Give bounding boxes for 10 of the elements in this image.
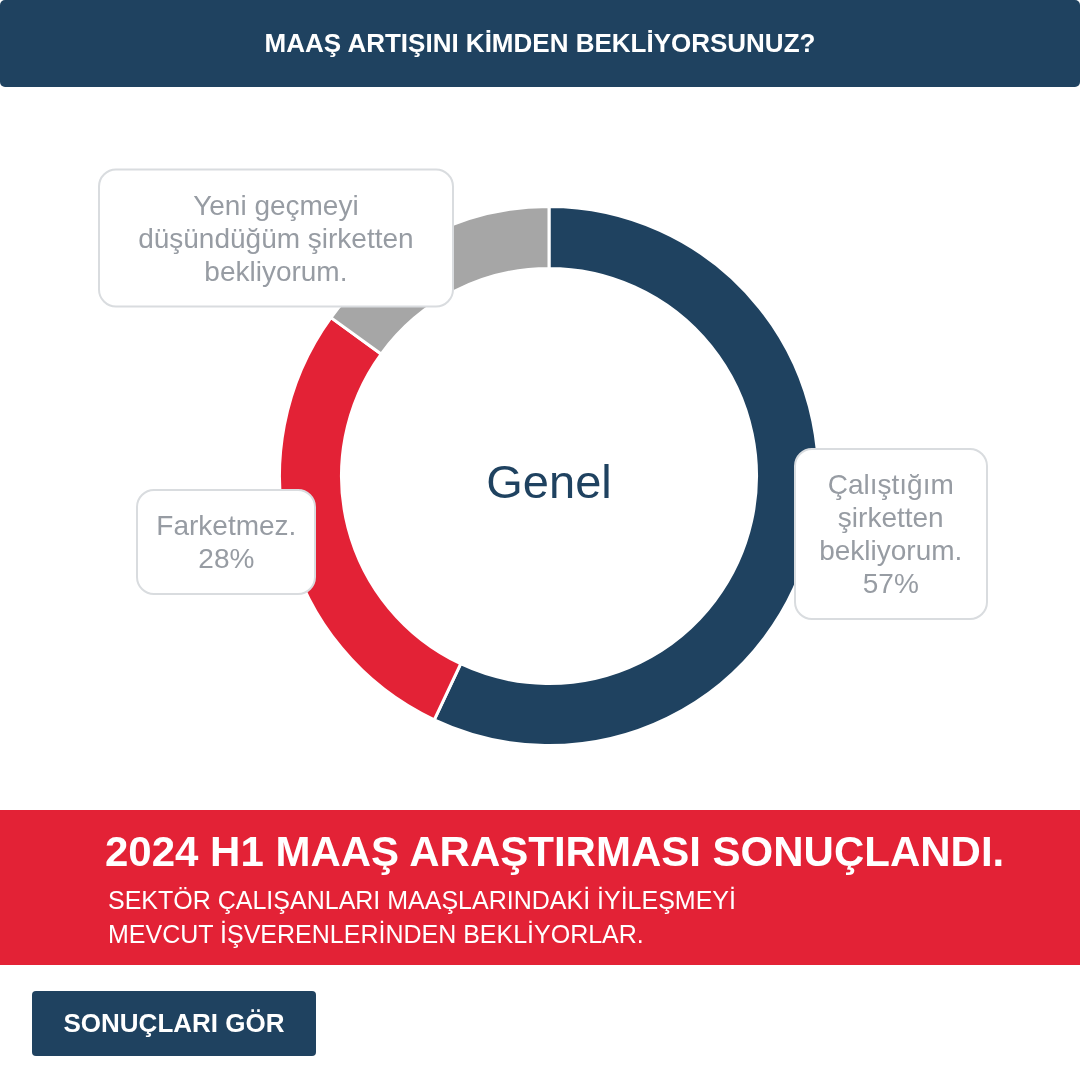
slice-label: Yeni geçmeyi düşündüğüm şirketten bekliyorum. <box>137 188 415 288</box>
data-label: 57% <box>861 567 920 601</box>
text: SEKTÖR ÇALIŞANLARI MAAŞLARINDAKİ İYİLEŞMEYİ MEVCUT İŞVERENLERİNDEN BEKLİYORLAR. <box>108 885 737 950</box>
chart-title: MAAŞ ARTIŞINI KİMDEN BEKLİYORSUNUZ? <box>264 28 816 59</box>
slice-label: Çalıştığım şirketten bekliyorum. <box>818 468 964 568</box>
slice-label: Farketmez. <box>156 509 297 543</box>
text: Genel <box>486 453 612 509</box>
text: 2024 H1 MAAŞ ARAŞTIRMASI SONUÇLANDI. <box>105 828 1005 876</box>
results-button: SONUÇLARI GÖR <box>32 991 316 1056</box>
data-label: 28% <box>197 542 256 576</box>
